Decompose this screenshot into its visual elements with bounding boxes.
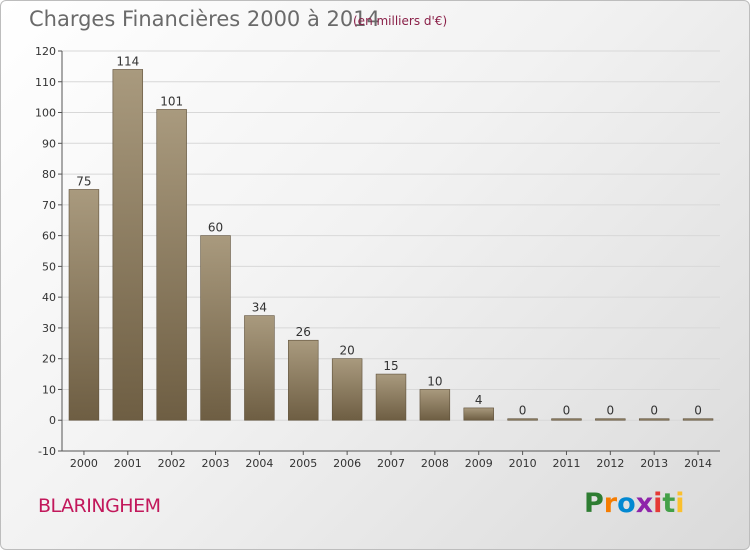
bar-2009 (463, 407, 494, 421)
data-label-2013: 0 (650, 404, 658, 418)
logo-letter: o (617, 488, 636, 519)
x-tick-label-2004: 2004 (245, 457, 273, 470)
data-label-2000: 75 (76, 174, 91, 188)
x-tick-label-2013: 2013 (640, 457, 668, 470)
logo-letter: i (653, 488, 663, 519)
bar-2002 (156, 109, 187, 421)
chart-subtitle: (en milliers d'€) (353, 14, 448, 28)
x-tick-label-2012: 2012 (596, 457, 624, 470)
data-label-2003: 60 (208, 221, 223, 235)
data-label-2008: 10 (427, 374, 442, 388)
data-label-2001: 114 (116, 54, 139, 68)
y-tick-label: 120 (35, 45, 56, 58)
data-label-2007: 15 (383, 359, 398, 373)
city-name: BLARINGHEM (38, 495, 161, 517)
y-tick-label: -10 (38, 445, 56, 458)
bars (68, 69, 714, 421)
data-label-2010: 0 (519, 404, 527, 418)
y-tick-label: 60 (42, 230, 56, 243)
x-tick-label-2011: 2011 (552, 457, 580, 470)
axes (58, 50, 720, 455)
x-tick-label-2009: 2009 (465, 457, 493, 470)
labels: -100102030405060708090100110120752000114… (35, 45, 712, 470)
proxiti-logo[interactable]: Proxiti (584, 488, 685, 519)
data-label-2005: 26 (296, 325, 311, 339)
data-label-2014: 0 (694, 404, 702, 418)
bar-2007 (375, 373, 407, 421)
logo-letter: r (603, 488, 618, 519)
y-tick-label: 40 (42, 291, 56, 304)
chart-title: Charges Financières 2000 à 2014 (29, 7, 380, 31)
x-tick-label-2002: 2002 (158, 457, 186, 470)
y-tick-label: 0 (49, 414, 56, 427)
bar-2008 (419, 389, 451, 421)
logo-letter: P (584, 488, 604, 519)
bar-2005 (288, 339, 319, 421)
y-tick-label: 30 (42, 322, 56, 335)
bar-2004 (244, 315, 275, 421)
y-tick-label: 90 (42, 137, 56, 150)
bar-2013 (638, 418, 670, 421)
y-tick-label: 70 (42, 199, 56, 212)
data-label-2012: 0 (607, 404, 615, 418)
bar-2003 (200, 235, 231, 421)
data-label-2002: 101 (160, 94, 183, 108)
data-label-2009: 4 (475, 393, 483, 407)
x-tick-label-2006: 2006 (333, 457, 361, 470)
bar-2000 (68, 189, 100, 421)
y-tick-label: 50 (42, 260, 56, 273)
x-tick-label-2014: 2014 (684, 457, 712, 470)
bar-2011 (551, 418, 582, 421)
data-label-2004: 34 (252, 301, 267, 315)
data-label-2006: 20 (339, 344, 354, 358)
x-tick-label-2000: 2000 (70, 457, 98, 470)
x-tick-label-2003: 2003 (202, 457, 230, 470)
x-tick-label-2008: 2008 (421, 457, 449, 470)
data-label-2011: 0 (563, 404, 571, 418)
bar-2001 (112, 69, 144, 421)
logo-letter: t (662, 488, 676, 519)
bar-2014 (682, 418, 714, 421)
y-tick-label: 110 (35, 76, 56, 89)
logo-letter: x (635, 488, 654, 519)
x-tick-label-2005: 2005 (289, 457, 317, 470)
x-tick-label-2001: 2001 (114, 457, 142, 470)
x-tick-label-2007: 2007 (377, 457, 405, 470)
bar-2010 (507, 418, 538, 421)
bar-2006 (331, 358, 363, 421)
y-tick-label: 20 (42, 353, 56, 366)
bar-2012 (595, 418, 626, 421)
logo-letter: i (675, 488, 685, 519)
y-tick-label: 10 (42, 383, 56, 396)
y-tick-label: 80 (42, 168, 56, 181)
x-tick-label-2010: 2010 (509, 457, 537, 470)
y-tick-label: 100 (35, 107, 56, 120)
